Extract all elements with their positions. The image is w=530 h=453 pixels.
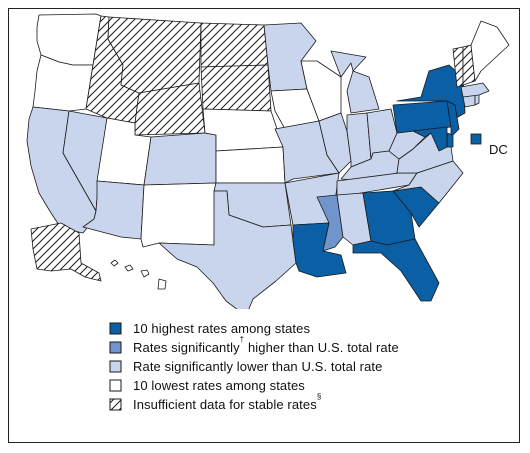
state-me [470, 20, 510, 82]
legend-label: Insufficient data for stable rates§ [133, 392, 321, 412]
state-de [446, 132, 454, 148]
legend-swatch-highest [109, 322, 122, 334]
state-ma [460, 82, 490, 98]
state-ri [474, 94, 480, 106]
legend-text: Rate significantly lower than U.S. total… [133, 359, 383, 374]
state-wy [134, 82, 206, 136]
legend-item-significantly_higher: Rates significantly† higher than U.S. to… [104, 335, 399, 357]
state-mt [107, 16, 202, 94]
state-nj [446, 100, 460, 138]
legend-label: Rate significantly lower than U.S. total… [133, 359, 382, 374]
state-co [143, 132, 217, 186]
legend-item-insufficient: Insufficient data for stable rates§ [104, 392, 399, 414]
legend-text-tail: higher than U.S. total rate [244, 340, 399, 355]
state-hi [110, 259, 167, 290]
us-choropleth-map [26, 13, 510, 309]
state-nm [140, 182, 217, 248]
state-nd [200, 22, 269, 68]
state-tx [158, 190, 297, 309]
state-mi [330, 50, 380, 114]
states-group [26, 13, 510, 309]
legend-footnote-mark: † [239, 334, 245, 344]
legend: 10 highest rates among states Rates signi… [104, 319, 399, 414]
state-ks [215, 146, 286, 184]
legend-item-lowest: 10 lowest rates among states [104, 376, 399, 395]
legend-text: Insufficient data for stable rates [133, 397, 317, 412]
state-ak [30, 222, 102, 282]
state-sd [200, 64, 272, 112]
state-fl [352, 238, 440, 302]
state-or [32, 54, 94, 112]
legend-swatch-significantly_higher [109, 341, 122, 353]
dc-swatch [470, 133, 482, 145]
legend-item-significantly_lower: Rate significantly lower than U.S. total… [104, 357, 399, 376]
legend-label: Rates significantly† higher than U.S. to… [133, 335, 399, 355]
state-nc [392, 160, 464, 204]
legend-text: 10 highest rates among states [133, 321, 311, 336]
legend-text: Rates significantly [133, 340, 240, 355]
legend-item-highest: 10 highest rates among states [104, 319, 399, 338]
legend-label: 10 highest rates among states [133, 321, 310, 336]
dc-label: DC [489, 142, 508, 157]
legend-footnote-mark: § [316, 391, 322, 401]
legend-swatch-lowest [109, 379, 122, 391]
legend-text: 10 lowest rates among states [133, 378, 305, 393]
state-md [412, 126, 448, 152]
figure-frame: DC 10 highest rates among states Rates si… [8, 8, 520, 443]
legend-label: 10 lowest rates among states [133, 378, 305, 393]
legend-swatch-significantly_lower [109, 360, 122, 372]
legend-swatch-insufficient [109, 398, 122, 410]
